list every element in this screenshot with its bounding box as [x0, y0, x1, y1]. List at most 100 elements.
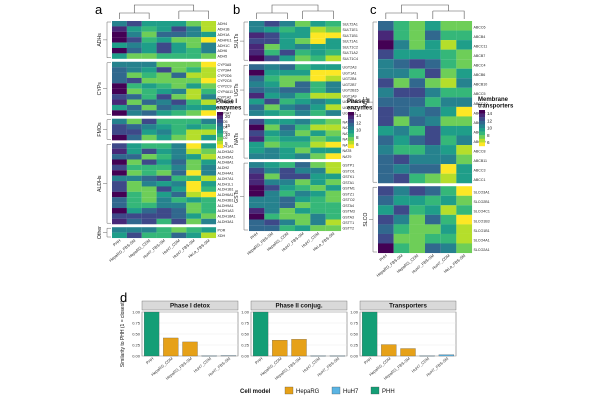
heatmap-cell — [279, 213, 296, 220]
heatmap-cell — [456, 125, 473, 136]
heatmap-cell — [425, 87, 441, 98]
heatmap-cell — [409, 21, 426, 31]
heatmap-cell — [112, 67, 127, 73]
heatmap-cell — [112, 170, 127, 176]
heatmap-cell — [249, 219, 265, 226]
heatmap-cell — [156, 94, 172, 100]
heatmap-cell — [186, 94, 202, 100]
row-dendrogram — [103, 21, 111, 59]
row-label: SLCO2A1 — [474, 248, 490, 252]
x-tick-label: PHH — [145, 356, 155, 365]
heatmap-cell — [171, 143, 187, 149]
heatmap-cell — [409, 59, 426, 69]
heatmap-cell — [141, 129, 157, 135]
heatmap-cell — [378, 214, 394, 225]
heatmap-cell — [425, 49, 441, 60]
heatmap-cell — [112, 134, 127, 141]
heatmap-cell — [264, 55, 280, 62]
heatmap-cell — [279, 98, 296, 105]
heatmap-cell — [310, 98, 326, 105]
heatmap-cell — [264, 92, 280, 99]
row-label: CYP2C9 — [218, 85, 232, 89]
row-label: ALDH1L1 — [218, 182, 234, 186]
heatmap-cell — [264, 225, 280, 232]
heatmap-cell — [295, 153, 311, 160]
row-label: CYP2C8 — [218, 79, 232, 83]
heatmap-cell — [295, 179, 311, 186]
heatmap-cell — [156, 42, 172, 49]
heatmap-cell — [171, 83, 187, 89]
row-label: ADH5 — [218, 55, 228, 59]
heatmap-cell — [171, 104, 187, 111]
heatmap-cell — [186, 170, 202, 176]
heatmap-cell — [141, 227, 157, 233]
heatmap-cell — [425, 30, 441, 41]
heatmap-cell — [112, 77, 127, 84]
heatmap-cell — [171, 129, 187, 135]
row-label: UGT2B17 — [343, 106, 359, 110]
heatmap-cell — [201, 191, 217, 198]
row-dendrogram — [240, 119, 248, 159]
heatmap-cell — [186, 148, 202, 155]
panel-letter-c: c — [370, 2, 377, 17]
heatmap-cell — [325, 104, 342, 111]
heatmap-cell — [201, 77, 217, 84]
heatmap-cell — [456, 68, 473, 79]
heatmap-cell — [310, 124, 326, 131]
legend-color-step — [217, 119, 223, 123]
row-label: ALDH9A1 — [218, 204, 234, 208]
heatmap-cell — [456, 135, 473, 146]
legend-color-step — [479, 142, 485, 147]
legend-color-step — [217, 137, 223, 141]
heatmap-cell — [295, 81, 311, 88]
heatmap-cell — [186, 208, 202, 214]
heatmap-cell — [249, 213, 265, 220]
heatmap-cell — [425, 135, 441, 146]
heatmap-cell — [264, 43, 280, 50]
heatmap-cell — [456, 59, 473, 69]
heatmap-cell — [456, 195, 473, 206]
y-tick-label: 0.00 — [241, 353, 250, 358]
heatmap-cell — [249, 104, 265, 111]
heatmap-cell — [325, 225, 342, 232]
heatmap-cell — [295, 202, 311, 209]
heatmap-cell — [440, 68, 457, 79]
row-label: GSTO2 — [343, 198, 355, 202]
heatmap-cell — [141, 164, 157, 171]
row-group-label: UGTs — [234, 83, 240, 96]
heatmap-cell — [126, 104, 142, 111]
legend-color-step — [217, 133, 223, 138]
heatmap-cell — [279, 219, 296, 226]
heatmap-cell — [378, 135, 394, 146]
heatmap-cell — [201, 129, 217, 135]
heatmap-cell — [171, 26, 187, 32]
heatmap-cell — [325, 87, 342, 93]
y-tick-label: 0.75 — [241, 320, 250, 325]
heatmap-cell — [186, 72, 202, 78]
heatmap-cell — [393, 135, 410, 146]
legend-color-step — [479, 124, 485, 129]
heatmap-cell — [126, 94, 142, 100]
heatmap-cell — [201, 83, 217, 89]
heatmap-cell — [425, 243, 441, 254]
heatmap-cell — [264, 147, 280, 154]
heatmap-cell — [171, 118, 187, 125]
heatmap-cell — [186, 159, 202, 165]
heatmap-cell — [171, 181, 187, 187]
legend-color-step — [217, 130, 223, 134]
heatmap-cell — [425, 97, 441, 107]
heatmap-cell — [310, 130, 326, 137]
heatmap-cell — [156, 88, 172, 95]
heatmap-cell — [112, 21, 127, 27]
heatmap-cell — [126, 53, 142, 59]
heatmap-cell — [310, 147, 326, 154]
heatmap-cell — [279, 196, 296, 203]
heatmap-cell — [264, 69, 280, 76]
heatmap-cell — [264, 219, 280, 226]
heatmap-cell — [425, 21, 441, 31]
heatmap-cell — [264, 64, 280, 70]
heatmap-cell — [112, 83, 127, 89]
legend-color-step — [479, 138, 485, 143]
column-dendrogram — [256, 4, 334, 19]
row-label: GSTM3 — [343, 210, 355, 214]
